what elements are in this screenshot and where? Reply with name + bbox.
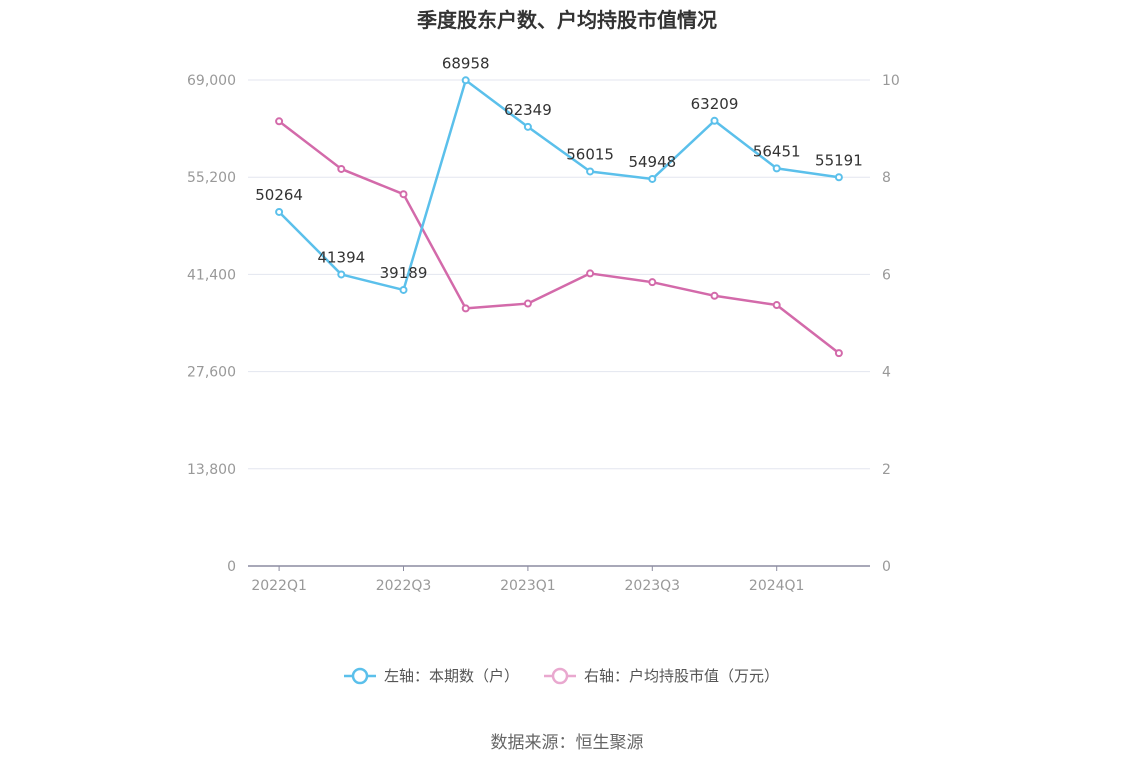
series-1-point[interactable] xyxy=(399,190,408,199)
legend-label: 左轴：本期数（户） xyxy=(384,667,519,685)
data-label: 41394 xyxy=(317,248,365,266)
left-tick-label: 69,000 xyxy=(187,73,236,89)
series-0-point[interactable] xyxy=(275,207,284,216)
series-0-point[interactable] xyxy=(461,76,470,85)
data-label: 55191 xyxy=(815,151,863,169)
data-source: 数据来源：恒生聚源 xyxy=(490,733,644,753)
left-axis-ticks: 0 13,800 27,600 41,400 55,200 69,000 xyxy=(187,73,236,575)
data-label: 39189 xyxy=(380,264,428,282)
x-tick-label: 2023Q1 xyxy=(500,578,556,594)
x-tick-label: 2023Q3 xyxy=(625,578,681,594)
legend: 左轴：本期数（户） 右轴：户均持股市值（万元） xyxy=(344,667,779,685)
series-0-point[interactable] xyxy=(337,270,346,279)
series-1-point[interactable] xyxy=(523,299,532,308)
right-tick-label: 2 xyxy=(882,462,891,478)
data-label: 68958 xyxy=(442,54,490,72)
legend-item-0[interactable]: 左轴：本期数（户） xyxy=(344,667,519,685)
series-1-point[interactable] xyxy=(710,291,719,300)
data-labels: 50264 41394 39189 68958 62349 56015 54948 63209… xyxy=(255,54,863,282)
right-tick-label: 0 xyxy=(882,559,891,575)
x-tick-label: 2022Q1 xyxy=(251,578,307,594)
series-1-point[interactable] xyxy=(772,301,781,310)
series-1-point[interactable] xyxy=(337,164,346,173)
right-tick-label: 10 xyxy=(882,73,900,89)
data-label: 54948 xyxy=(628,153,676,171)
series-0-point[interactable] xyxy=(586,167,595,176)
series-0-point[interactable] xyxy=(523,122,532,131)
data-label: 62349 xyxy=(504,101,552,119)
right-tick-label: 8 xyxy=(882,170,891,186)
left-tick-label: 41,400 xyxy=(187,267,236,283)
series-0-point[interactable] xyxy=(772,164,781,173)
legend-circle-icon xyxy=(551,667,569,685)
series-1-point[interactable] xyxy=(586,269,595,278)
right-tick-label: 4 xyxy=(882,365,891,381)
series-layer xyxy=(275,76,843,358)
series-0-point[interactable] xyxy=(834,173,843,182)
series-0-point[interactable] xyxy=(399,285,408,294)
data-label: 56451 xyxy=(753,142,801,160)
series-1-point[interactable] xyxy=(461,304,470,313)
right-tick-label: 6 xyxy=(882,267,891,283)
x-tick-label: 2024Q1 xyxy=(749,578,805,594)
data-label: 56015 xyxy=(566,145,614,163)
grid-lines xyxy=(248,79,870,470)
series-0-point[interactable] xyxy=(710,116,719,125)
right-axis-ticks: 0 2 4 6 8 10 xyxy=(882,73,900,575)
legend-label: 右轴：户均持股市值（万元） xyxy=(584,667,779,685)
left-tick-label: 0 xyxy=(227,559,236,575)
series-line-0 xyxy=(278,79,840,292)
data-label: 50264 xyxy=(255,186,303,204)
left-tick-label: 27,600 xyxy=(187,365,236,381)
legend-item-1[interactable]: 右轴：户均持股市值（万元） xyxy=(544,667,779,685)
x-tick-label: 2022Q3 xyxy=(376,578,432,594)
left-tick-label: 13,800 xyxy=(187,462,236,478)
series-1-point[interactable] xyxy=(275,117,284,126)
series-0-point[interactable] xyxy=(648,174,657,183)
left-tick-label: 55,200 xyxy=(187,170,236,186)
series-1-point[interactable] xyxy=(834,349,843,358)
series-1-point[interactable] xyxy=(648,278,657,287)
legend-circle-icon xyxy=(351,667,369,685)
x-axis: 2022Q1 2022Q3 2023Q1 2023Q3 2024Q1 xyxy=(248,565,870,594)
chart-title: 季度股东户数、户均持股市值情况 xyxy=(417,8,717,32)
data-label: 63209 xyxy=(691,95,739,113)
series-line-1 xyxy=(278,120,840,355)
